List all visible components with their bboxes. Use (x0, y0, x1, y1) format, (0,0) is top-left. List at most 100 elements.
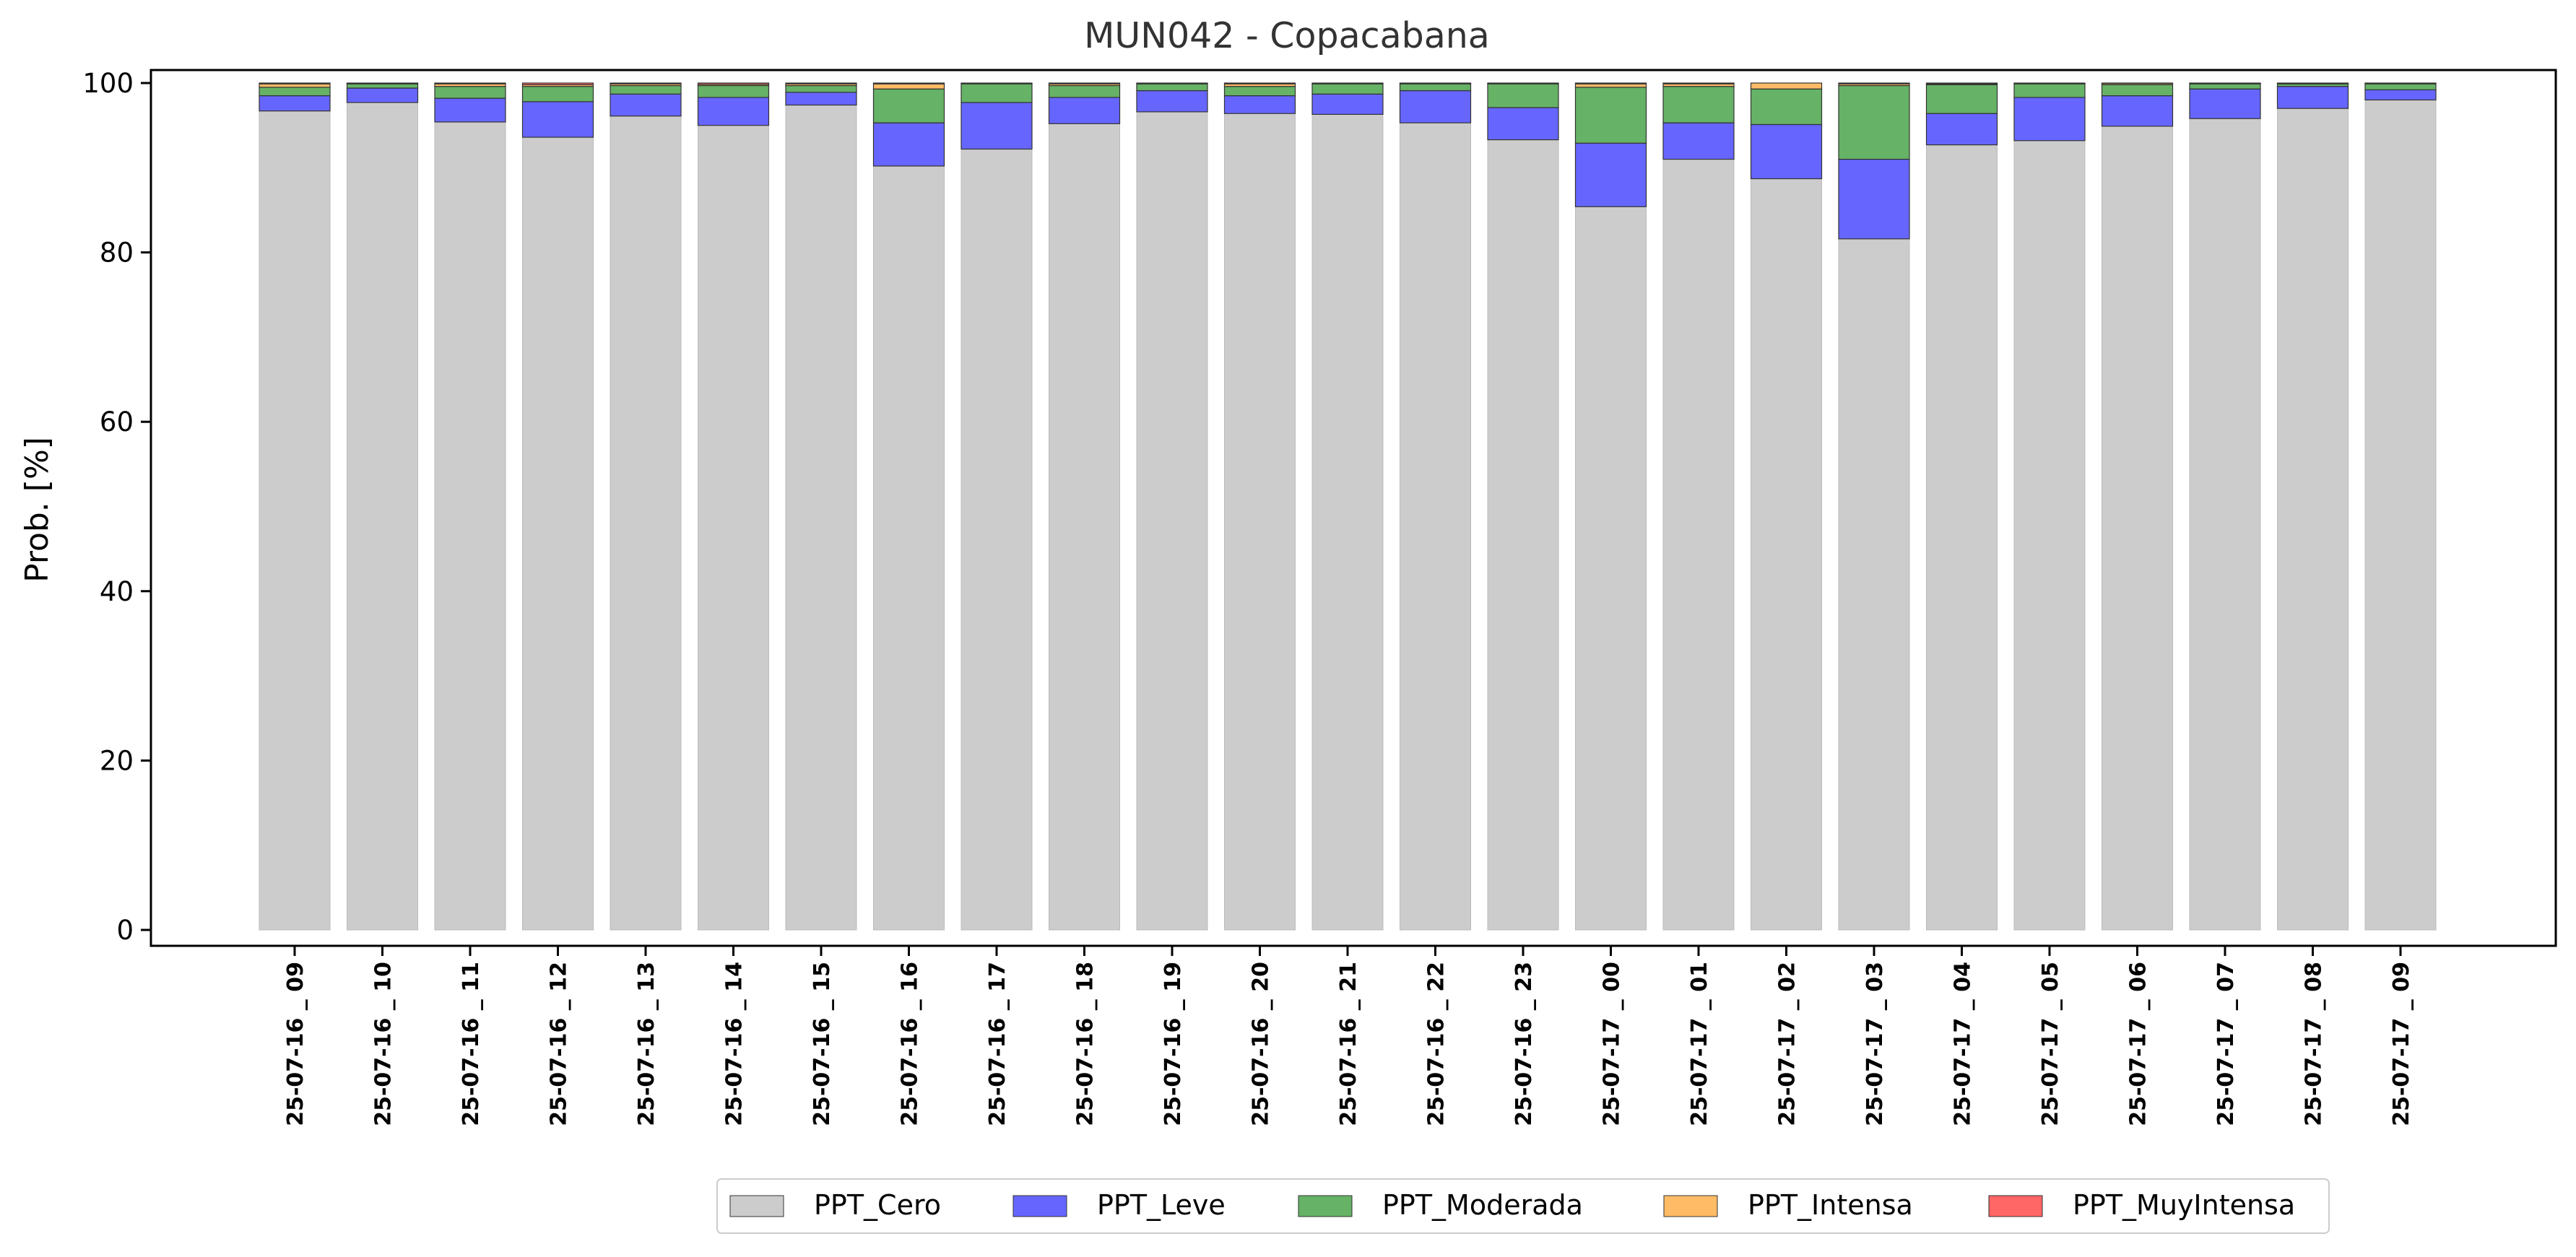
bar-segment-ppt-muyintensa (1838, 82, 1910, 84)
y-tick-label: 100 (82, 68, 134, 99)
bar-segment-ppt-leve (2364, 89, 2437, 101)
bar-segment-ppt-leve (1838, 158, 1910, 240)
bar-segment-ppt-leve (1574, 142, 1647, 207)
x-tick-label: 25-07-16 _ 19 (1161, 962, 1186, 1126)
bar-segment-ppt-leve (259, 95, 331, 112)
bar-segment-ppt-leve (1223, 95, 1296, 114)
bar-segment-ppt-muyintensa (610, 82, 682, 84)
bar-segment-ppt-moderada (1925, 84, 1998, 114)
bar-segment-ppt-cero (259, 110, 331, 931)
bar-segment-ppt-leve (1048, 97, 1121, 124)
bar-segment-ppt-muyintensa (1048, 82, 1121, 84)
bar-segment-ppt-moderada (1048, 84, 1121, 98)
bar-segment-ppt-cero (1838, 238, 1910, 931)
x-tick-label: 25-07-17 _ 01 (1687, 962, 1712, 1126)
x-tick-label: 25-07-16 _ 20 (1249, 962, 1274, 1126)
bar-segment-ppt-cero (610, 116, 682, 931)
bar-segment-ppt-muyintensa (2276, 82, 2349, 84)
x-tick-label: 25-07-17 _ 02 (1775, 962, 1800, 1126)
bar-segment-ppt-leve (2189, 88, 2261, 119)
bar-segment-ppt-cero (2189, 118, 2261, 931)
bar-segment-ppt-cero (1136, 111, 1208, 931)
bar-segment-ppt-intensa (259, 83, 331, 88)
plot-frame (149, 69, 2557, 947)
bar-segment-ppt-leve (2013, 97, 2086, 142)
bar-segment-ppt-muyintensa (2013, 82, 2086, 84)
x-tick-label: 25-07-16 _ 15 (810, 962, 835, 1126)
bar-segment-ppt-muyintensa (1925, 82, 1998, 84)
x-tick-label: 25-07-17 _ 09 (2389, 962, 2414, 1126)
bar-segment-ppt-leve (2276, 86, 2349, 109)
bar-segment-ppt-moderada (610, 84, 682, 95)
bar-segment-ppt-muyintensa (872, 82, 945, 84)
bar-segment-ppt-leve (1750, 123, 1823, 180)
bar-segment-ppt-cero (347, 102, 418, 931)
bar-segment-ppt-moderada (1399, 83, 1472, 92)
legend-label: PPT_MuyIntensa (2073, 1189, 2295, 1221)
bar-segment-ppt-cero (2364, 99, 2437, 931)
x-tick-label: 25-07-17 _ 07 (2213, 962, 2239, 1126)
x-tick-label: 25-07-16 _ 22 (1424, 962, 1449, 1126)
bar-segment-ppt-moderada (697, 84, 770, 98)
x-tick-label: 25-07-17 _ 08 (2302, 962, 2327, 1126)
bar-segment-ppt-moderada (434, 86, 506, 99)
bar-segment-ppt-leve (434, 97, 506, 123)
bar-segment-ppt-muyintensa (1223, 82, 1296, 84)
bar-segment-ppt-muyintensa (2101, 82, 2174, 84)
bar-segment-ppt-cero (2277, 108, 2349, 931)
bar-segment-ppt-moderada (785, 84, 857, 93)
bar-segment-ppt-moderada (1750, 88, 1823, 126)
bar-segment-ppt-intensa (1574, 83, 1647, 88)
x-tick-label: 25-07-16 _ 16 (898, 962, 923, 1126)
bar-segment-ppt-moderada (872, 88, 945, 123)
bar-segment-ppt-cero (873, 165, 945, 931)
x-tick-label: 25-07-17 _ 03 (1862, 962, 1888, 1126)
x-tick-label: 25-07-17 _ 04 (1951, 962, 1976, 1126)
bar-segment-ppt-leve (697, 97, 770, 126)
bars-group (259, 82, 2437, 931)
bar-segment-ppt-cero (698, 125, 769, 931)
bar-segment-ppt-moderada (1136, 83, 1208, 92)
x-tick-label: 25-07-16 _ 14 (722, 962, 747, 1126)
x-tick-label: 25-07-16 _ 17 (985, 962, 1010, 1126)
bar-segment-ppt-muyintensa (1574, 82, 1647, 84)
chart-title: MUN042 - Copacabana (1084, 15, 1490, 56)
legend-swatch (1012, 1195, 1067, 1217)
bar-segment-ppt-muyintensa (1136, 82, 1208, 84)
bar-segment-ppt-moderada (259, 87, 331, 97)
bar-segment-ppt-muyintensa (785, 82, 857, 84)
y-axis: 0 20 40 60 80 100 (82, 68, 151, 946)
bar-segment-ppt-cero (1400, 122, 1471, 931)
x-tick-label: 25-07-16 _ 09 (283, 962, 308, 1126)
x-tick-label: 25-07-17 _ 06 (2126, 962, 2151, 1126)
bar-segment-ppt-moderada (1223, 86, 1296, 97)
bar-segment-ppt-intensa (872, 83, 945, 90)
bar-segment-ppt-cero (1049, 123, 1120, 931)
bar-segment-ppt-muyintensa (2364, 82, 2437, 84)
bar-segment-ppt-cero (522, 136, 594, 931)
bar-segment-ppt-muyintensa (2189, 82, 2261, 84)
bar-segment-ppt-cero (1487, 139, 1559, 931)
legend-label: PPT_Moderada (1382, 1189, 1583, 1221)
y-tick-label: 60 (100, 406, 134, 438)
bar-segment-ppt-cero (434, 121, 506, 931)
bar-segment-ppt-muyintensa (960, 82, 1033, 84)
bar-segment-ppt-muyintensa (259, 82, 331, 84)
bar-segment-ppt-leve (1136, 90, 1208, 113)
bar-segment-ppt-leve (1925, 113, 1998, 146)
bar-segment-ppt-cero (1662, 159, 1735, 931)
bar-segment-ppt-cero (960, 148, 1033, 931)
bar-segment-ppt-leve (1662, 122, 1735, 160)
bar-segment-ppt-leve (610, 93, 682, 117)
x-axis: 25-07-16 _ 09 25-07-16 _ 10 25-07-16 _ 11 2… (283, 946, 2414, 1126)
bar-segment-ppt-cero (785, 104, 857, 931)
bar-segment-ppt-moderada (2101, 84, 2174, 97)
legend-label: PPT_Leve (1097, 1189, 1226, 1221)
bar-segment-ppt-muyintensa (1311, 82, 1384, 84)
y-tick-label: 20 (100, 745, 134, 776)
bar-segment-ppt-leve (1311, 93, 1384, 116)
bar-segment-ppt-cero (2102, 126, 2173, 931)
bar-segment-ppt-muyintensa (434, 82, 506, 84)
bar-segment-ppt-moderada (1574, 87, 1647, 144)
